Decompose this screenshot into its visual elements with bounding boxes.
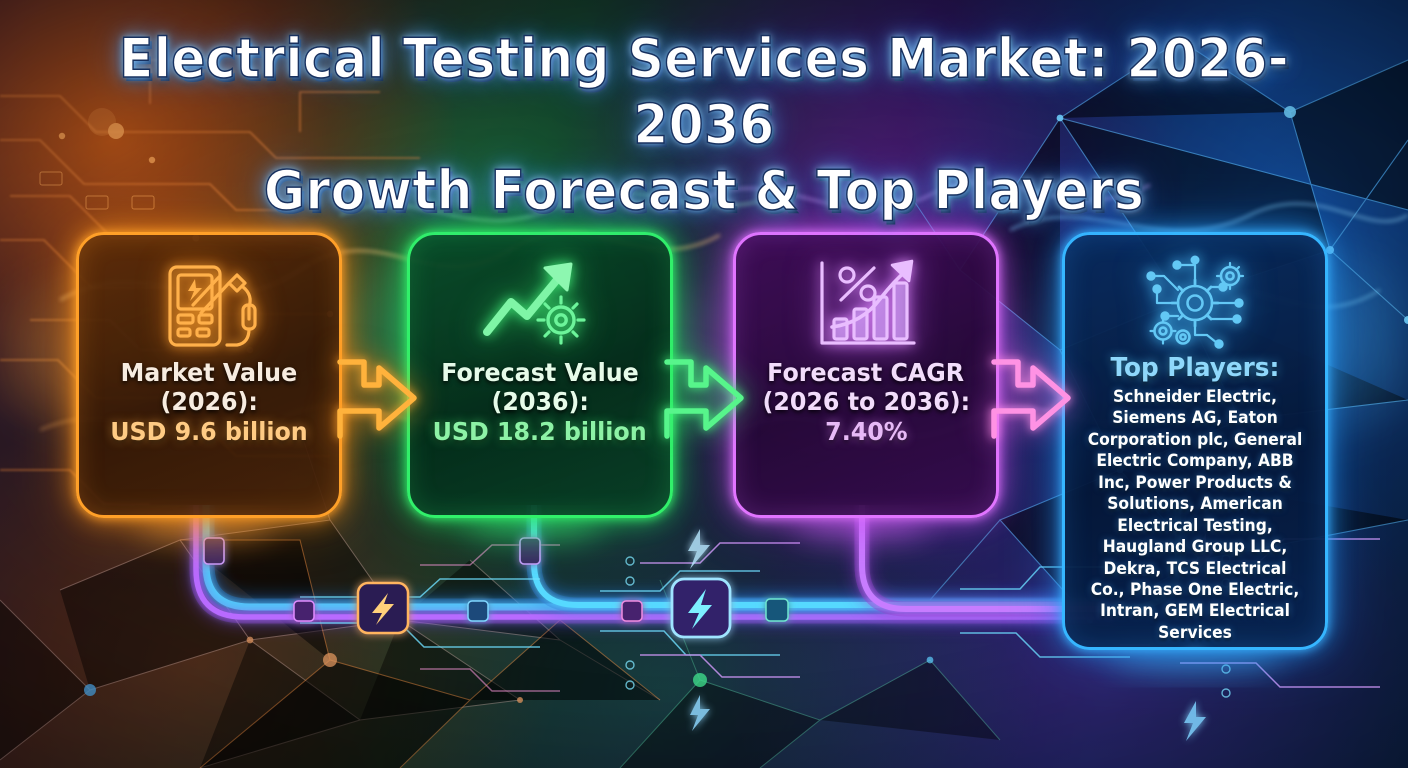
arrow-card1-to-card2 (330, 352, 422, 449)
card3-value: 7.40% (824, 417, 908, 446)
arrow-card3-to-card4 (984, 352, 1076, 449)
card1-value: USD 9.6 billion (110, 417, 308, 446)
card3-label-line1: Forecast CAGR (767, 358, 965, 387)
card3-label-line2: (2026 to 2036): (762, 386, 970, 416)
card2-label-line2: (2036): (491, 386, 589, 416)
top-players-list: Schneider Electric, Siemens AG, Eaton Co… (1087, 387, 1303, 642)
card2-value: USD 18.2 billion (432, 417, 648, 446)
arrow-card2-to-card3 (657, 352, 749, 449)
card1-label-line2: (2026): (160, 386, 258, 416)
card-forecast-cagr[interactable]: Forecast CAGR (2026 to 2036): 7.40% (733, 232, 999, 518)
top-players-heading: Top Players: (1110, 353, 1280, 383)
card2-label-line1: Forecast Value (441, 358, 639, 387)
card-forecast-value[interactable]: Forecast Value (2036): USD 18.2 billion (407, 232, 673, 518)
multimeter-probe-icon (157, 253, 261, 359)
title-line-2: Growth Forecast & Top Players (263, 158, 1145, 222)
card-top-players[interactable]: Top Players: Schneider Electric, Siemens… (1062, 232, 1328, 650)
page-title: Electrical Testing Services Market: 2026… (0, 26, 1408, 224)
bar-chart-percent-growth-icon (810, 253, 922, 359)
card-market-value[interactable]: Market Value (2026): USD 9.6 billion (76, 232, 342, 518)
growth-arrow-gear-icon (481, 253, 599, 359)
title-line-1: Electrical Testing Services Market: 2026… (118, 26, 1289, 156)
card1-label-line1: Market Value (120, 358, 298, 387)
circuit-gear-network-icon (1139, 251, 1251, 355)
